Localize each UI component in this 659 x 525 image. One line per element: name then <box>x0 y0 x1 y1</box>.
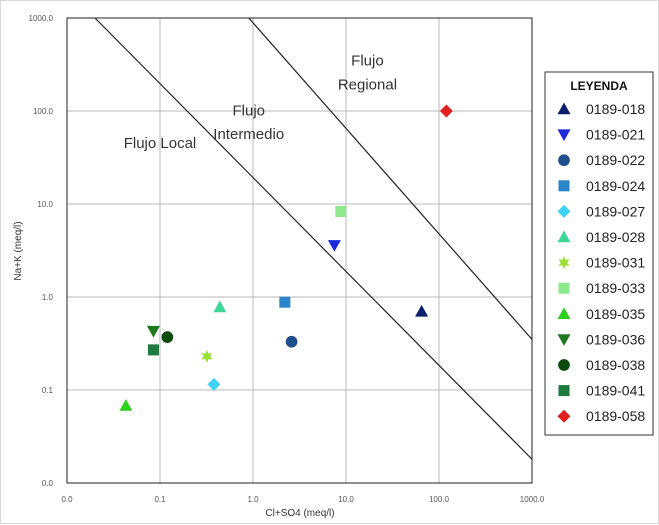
legend-marker <box>557 230 571 243</box>
data-point <box>327 240 341 252</box>
x-tick-labels: 0.0 0.1 1.0 10.0 100.0 1000.0 <box>61 495 544 504</box>
boundary-lines <box>94 17 533 460</box>
region-label: Flujo <box>351 52 384 69</box>
legend-label: 0189-033 <box>586 280 645 296</box>
boundary-line-1 <box>94 17 533 460</box>
legend-label: 0189-035 <box>586 306 645 322</box>
x-axis-title: Cl+SO4 (meq/l) <box>265 508 334 519</box>
legend-label: 0189-027 <box>586 203 645 219</box>
grid <box>67 18 532 483</box>
x-tick-label: 0.0 <box>61 495 73 504</box>
y-tick-label: 10.0 <box>37 200 53 209</box>
region-label: Flujo <box>232 102 265 119</box>
legend: LEYENDA 0189-018 0189-021 0189-022 0189-024… <box>544 71 654 436</box>
region-label: Intermedio <box>213 126 284 143</box>
legend-label: 0189-036 <box>586 331 645 347</box>
data-point <box>207 377 221 391</box>
y-tick-label: 1000.0 <box>29 14 54 23</box>
legend-marker <box>557 129 571 142</box>
plot-area-border <box>66 17 533 484</box>
region-labels: Flujo Local Flujo Intermedio Flujo Regional <box>124 52 397 152</box>
data-point <box>415 304 429 317</box>
data-point <box>119 399 133 411</box>
legend-items: 0189-018 0189-021 0189-022 0189-024 0189-027… <box>557 101 645 424</box>
region-label: Flujo Local <box>124 135 197 152</box>
legend-marker <box>557 334 571 346</box>
legend-label: 0189-058 <box>586 408 645 424</box>
data-point <box>146 325 160 338</box>
legend-marker <box>557 102 571 115</box>
legend-label: 0189-038 <box>586 357 645 373</box>
legend-marker <box>558 154 570 167</box>
legend-label: 0189-031 <box>586 255 645 271</box>
data-point <box>147 344 159 356</box>
x-tick-label: 10.0 <box>338 495 354 504</box>
data-point <box>213 300 227 313</box>
data-points <box>119 104 453 411</box>
x-tick-label: 0.1 <box>154 495 166 504</box>
legend-label: 0189-018 <box>586 101 645 117</box>
y-tick-label: 100.0 <box>33 107 54 116</box>
data-point <box>439 104 453 118</box>
y-axis-title: Na+K (meq/l) <box>13 221 24 280</box>
legend-title: LEYENDA <box>570 79 628 93</box>
legend-marker <box>558 180 570 192</box>
data-point <box>279 296 291 308</box>
y-tick-labels: 0.0 0.1 1.0 10.0 100.0 1000.0 <box>29 14 54 488</box>
region-label: Regional <box>338 77 397 94</box>
data-point <box>201 349 213 363</box>
legend-marker <box>557 204 571 218</box>
y-tick-label: 1.0 <box>42 293 54 302</box>
x-tick-label: 1000.0 <box>520 495 545 504</box>
legend-label: 0189-022 <box>586 152 645 168</box>
legend-label: 0189-028 <box>586 229 645 245</box>
legend-marker <box>557 409 571 423</box>
legend-marker <box>558 282 570 294</box>
legend-marker <box>557 307 571 319</box>
y-tick-label: 0.1 <box>42 386 54 395</box>
legend-marker <box>558 256 570 270</box>
data-point <box>335 206 347 218</box>
boundary-line-2 <box>248 17 533 340</box>
legend-label: 0189-041 <box>586 383 645 399</box>
legend-marker <box>558 385 570 397</box>
legend-marker <box>558 359 570 371</box>
x-tick-label: 1.0 <box>247 495 259 504</box>
x-tick-label: 100.0 <box>429 495 450 504</box>
legend-label: 0189-021 <box>586 127 645 143</box>
legend-label: 0189-024 <box>586 178 645 194</box>
y-tick-label: 0.0 <box>42 479 54 488</box>
data-point <box>285 335 298 348</box>
data-point <box>161 331 174 344</box>
